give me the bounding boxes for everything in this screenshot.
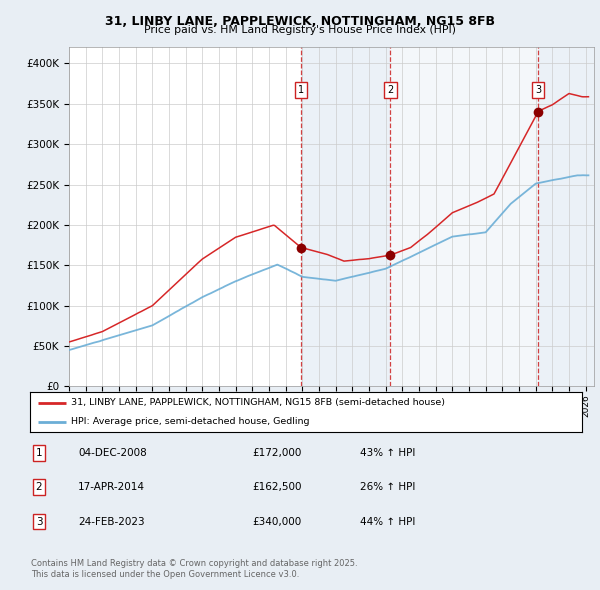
Text: 17-APR-2014: 17-APR-2014 [78, 483, 145, 492]
Text: 31, LINBY LANE, PAPPLEWICK, NOTTINGHAM, NG15 8FB (semi-detached house): 31, LINBY LANE, PAPPLEWICK, NOTTINGHAM, … [71, 398, 445, 408]
Text: £340,000: £340,000 [252, 517, 301, 526]
Text: 24-FEB-2023: 24-FEB-2023 [78, 517, 145, 526]
Text: 31, LINBY LANE, PAPPLEWICK, NOTTINGHAM, NG15 8FB: 31, LINBY LANE, PAPPLEWICK, NOTTINGHAM, … [105, 15, 495, 28]
Text: 26% ↑ HPI: 26% ↑ HPI [360, 483, 415, 492]
Text: 04-DEC-2008: 04-DEC-2008 [78, 448, 147, 458]
Text: Contains HM Land Registry data © Crown copyright and database right 2025.
This d: Contains HM Land Registry data © Crown c… [31, 559, 358, 579]
Bar [391, 47, 538, 386]
Text: £162,500: £162,500 [252, 483, 302, 492]
Text: 2: 2 [388, 84, 394, 94]
Bar [538, 47, 594, 386]
Text: £172,000: £172,000 [252, 448, 301, 458]
Text: 1: 1 [298, 84, 304, 94]
Text: 3: 3 [535, 84, 541, 94]
Text: HPI: Average price, semi-detached house, Gedling: HPI: Average price, semi-detached house,… [71, 417, 310, 427]
Text: 3: 3 [35, 517, 43, 526]
Text: 2: 2 [35, 483, 43, 492]
Text: 1: 1 [35, 448, 43, 458]
Text: 44% ↑ HPI: 44% ↑ HPI [360, 517, 415, 526]
Text: 43% ↑ HPI: 43% ↑ HPI [360, 448, 415, 458]
Text: Price paid vs. HM Land Registry's House Price Index (HPI): Price paid vs. HM Land Registry's House … [144, 25, 456, 35]
Bar [301, 47, 391, 386]
